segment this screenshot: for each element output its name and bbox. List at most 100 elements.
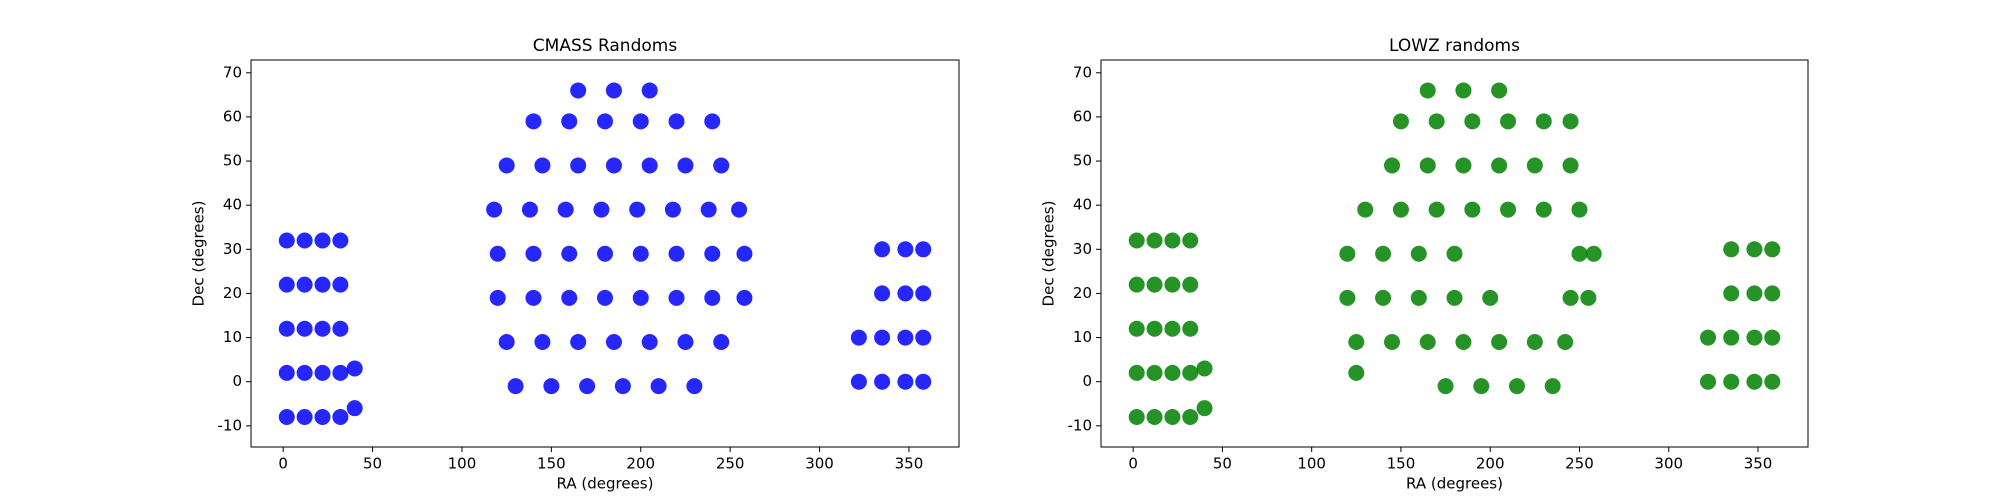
y-tick-label: 70 (1073, 63, 1092, 81)
point (1571, 201, 1588, 218)
point (1375, 245, 1392, 262)
point (314, 232, 331, 249)
point (632, 113, 649, 130)
point (664, 201, 681, 218)
y-tick-label: 50 (1073, 152, 1092, 170)
point (332, 364, 349, 381)
point (1544, 378, 1561, 395)
point (534, 333, 551, 350)
point (346, 400, 363, 417)
point (1146, 232, 1163, 249)
x-tick-label: 300 (1654, 455, 1683, 473)
point (597, 289, 613, 306)
point (897, 329, 914, 346)
point (570, 157, 587, 174)
point (346, 360, 363, 377)
point (593, 201, 610, 218)
y-tick-label: 10 (1073, 328, 1092, 346)
point (1182, 364, 1199, 381)
point (736, 245, 753, 262)
point (1339, 289, 1356, 306)
point (1723, 241, 1740, 258)
point (605, 82, 622, 99)
point (1196, 400, 1213, 417)
y-tick-label: 30 (223, 240, 242, 258)
point (1164, 232, 1181, 249)
point (1700, 329, 1717, 346)
point (498, 157, 515, 174)
point (1392, 201, 1409, 218)
y-tick-label: 10 (223, 328, 242, 346)
point (507, 378, 524, 395)
point (1723, 285, 1740, 302)
y-tick-label: 20 (1073, 284, 1092, 302)
point (1571, 245, 1588, 262)
point (874, 241, 891, 258)
point (1128, 408, 1145, 425)
point (668, 245, 685, 262)
point (1446, 289, 1463, 306)
point (668, 113, 685, 130)
point (525, 245, 542, 262)
point (1526, 333, 1543, 350)
point (1146, 276, 1163, 293)
point (534, 157, 551, 174)
point (1500, 201, 1517, 218)
point (1700, 373, 1717, 390)
point (1410, 289, 1427, 306)
point (597, 245, 613, 262)
point (296, 276, 313, 293)
point (897, 285, 914, 302)
chart-title: LOWZ randoms (1389, 36, 1520, 56)
point (1384, 333, 1401, 350)
point (874, 329, 891, 346)
point (1164, 320, 1181, 337)
x-tick-label: 0 (1128, 455, 1138, 473)
point (1723, 373, 1740, 390)
point (1746, 329, 1763, 346)
point (668, 289, 685, 306)
point (850, 373, 867, 390)
point (1455, 157, 1472, 174)
point (1182, 320, 1199, 337)
point (1428, 113, 1445, 130)
x-tick-label: 100 (1297, 455, 1326, 473)
point (1446, 245, 1463, 262)
point (570, 82, 587, 99)
point (1392, 113, 1409, 130)
point (1419, 157, 1436, 174)
y-tick-label: 70 (223, 63, 242, 81)
point (704, 113, 721, 130)
point (850, 329, 867, 346)
point (731, 201, 748, 218)
point (629, 201, 646, 218)
point (1562, 157, 1579, 174)
point (677, 333, 694, 350)
x-tick-label: 0 (278, 455, 288, 473)
y-tick-label: 30 (1073, 240, 1092, 258)
point (1348, 364, 1365, 381)
axes-frame (1100, 59, 1809, 448)
x-tick-label: 150 (1387, 455, 1416, 473)
point (704, 245, 721, 262)
point (1164, 364, 1181, 381)
x-tick-label: 200 (1476, 455, 1505, 473)
point (632, 245, 649, 262)
point (314, 320, 331, 337)
point (521, 201, 538, 218)
point (1455, 82, 1472, 99)
point (686, 378, 703, 395)
y-tick-label: 40 (1073, 196, 1092, 214)
point (1182, 408, 1199, 425)
plot (278, 82, 932, 425)
point (296, 320, 313, 337)
y-tick-label: 40 (223, 196, 242, 214)
point (650, 378, 667, 395)
point (543, 378, 560, 395)
point (915, 241, 932, 258)
point (1535, 201, 1552, 218)
point (605, 157, 622, 174)
point (632, 289, 649, 306)
point (1428, 201, 1445, 218)
point (525, 289, 542, 306)
